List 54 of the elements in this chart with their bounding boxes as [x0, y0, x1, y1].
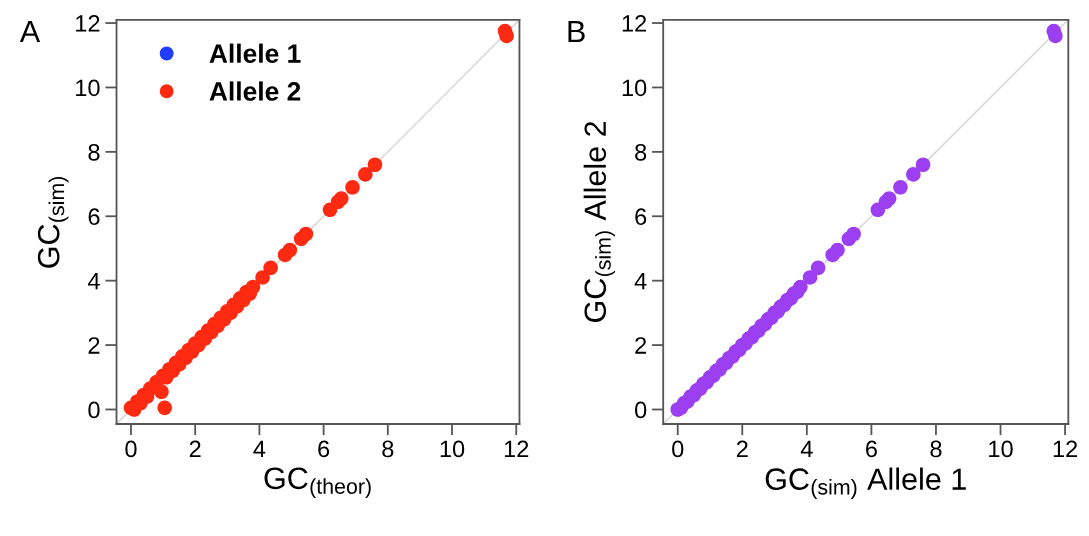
point — [282, 242, 298, 258]
x-tick-label: 10 — [440, 440, 465, 458]
x-tick-label: 8 — [382, 440, 394, 458]
y-tick-label: 12 — [76, 15, 100, 32]
x-tick-label: 0 — [125, 440, 137, 458]
x-tick-label: 10 — [989, 440, 1013, 458]
point — [810, 260, 826, 276]
y-tick-label: 4 — [87, 272, 100, 290]
point — [345, 180, 360, 195]
y-tick-label: 6 — [635, 208, 647, 226]
y-tick-label: 8 — [635, 143, 647, 161]
point — [255, 270, 270, 285]
y-tick-label: 2 — [88, 337, 100, 354]
legend-label: Allele 1 — [209, 43, 301, 63]
point — [367, 157, 383, 173]
y-axis-title: GC$_{(sim)}$ — [37, 176, 69, 268]
chart-title: B — [568, 20, 585, 42]
y-tick-label: 2 — [635, 337, 647, 354]
x-tick-label: 12 — [1053, 440, 1078, 458]
point — [881, 191, 897, 206]
y-tick-label: 10 — [76, 79, 100, 97]
chart-title: A — [19, 20, 41, 42]
point — [157, 400, 172, 416]
point — [915, 157, 931, 173]
x-tick-label: 12 — [504, 440, 529, 458]
point — [893, 180, 908, 195]
point — [154, 384, 169, 400]
point — [358, 167, 373, 182]
x-tick-label: 0 — [672, 440, 684, 458]
y-tick-label: 8 — [88, 143, 100, 161]
y-tick-label: 0 — [635, 401, 647, 419]
point — [333, 191, 349, 206]
y-tick-label: 6 — [88, 208, 100, 226]
x-tick-label: 6 — [318, 440, 330, 458]
x-axis-title: GC$_{(theor)}$ — [264, 467, 371, 499]
x-tick-label: 2 — [736, 440, 748, 458]
y-tick-label: 4 — [634, 272, 647, 290]
x-tick-label: 4 — [800, 440, 813, 458]
point — [263, 260, 278, 276]
x-axis-title: GC$_{(sim)}$ Allele 1 — [765, 467, 966, 499]
point — [298, 226, 314, 242]
x-tick-label: 8 — [930, 440, 942, 458]
y-tick-label: 10 — [622, 79, 647, 97]
point — [846, 226, 861, 242]
x-tick-label: 6 — [866, 440, 877, 458]
x-tick-label: 4 — [253, 440, 266, 458]
y-tick-label: 12 — [622, 15, 647, 32]
y-axis-title: GC$_{(sim)}$ Allele 2 — [583, 121, 616, 322]
point — [906, 167, 921, 182]
point — [802, 270, 818, 285]
point — [830, 242, 845, 258]
x-tick-label: 2 — [189, 440, 201, 458]
y-tick-label: 0 — [88, 401, 100, 419]
legend-label: Allele 2 — [209, 81, 301, 101]
